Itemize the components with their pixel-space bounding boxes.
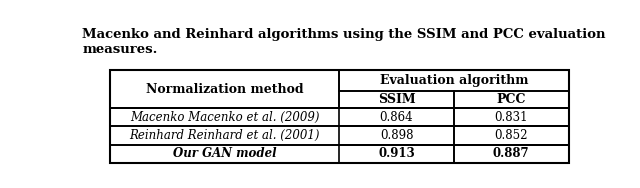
Text: PCC: PCC (497, 93, 526, 106)
Text: 0.898: 0.898 (380, 129, 413, 142)
Bar (339, 91, 454, 108)
Bar (339, 145, 454, 163)
Text: Evaluation algorithm: Evaluation algorithm (380, 74, 528, 87)
Bar (339, 126, 454, 145)
Text: Normalization method: Normalization method (146, 83, 303, 96)
Text: 0.852: 0.852 (495, 129, 528, 142)
Text: 0.913: 0.913 (378, 147, 415, 160)
Text: Macenko Macenko et al. (2009): Macenko Macenko et al. (2009) (130, 111, 319, 124)
Text: Our GAN model: Our GAN model (173, 147, 276, 160)
Bar (110, 145, 568, 163)
Bar (454, 91, 568, 108)
Bar (110, 70, 568, 163)
Bar (339, 108, 454, 126)
Bar (110, 108, 568, 126)
Text: Reinhard Reinhard et al. (2001): Reinhard Reinhard et al. (2001) (129, 129, 320, 142)
Bar (454, 108, 568, 126)
Text: 0.864: 0.864 (380, 111, 413, 124)
Text: 0.831: 0.831 (495, 111, 528, 124)
Text: SSIM: SSIM (378, 93, 415, 106)
Bar (110, 70, 568, 108)
Text: Macenko and Reinhard algorithms using the SSIM and PCC evaluation
measures.: Macenko and Reinhard algorithms using th… (83, 28, 606, 56)
Bar (339, 70, 568, 91)
Bar (454, 126, 568, 145)
Bar (110, 70, 339, 108)
Text: 0.887: 0.887 (493, 147, 529, 160)
Bar (454, 145, 568, 163)
Bar (110, 126, 568, 145)
